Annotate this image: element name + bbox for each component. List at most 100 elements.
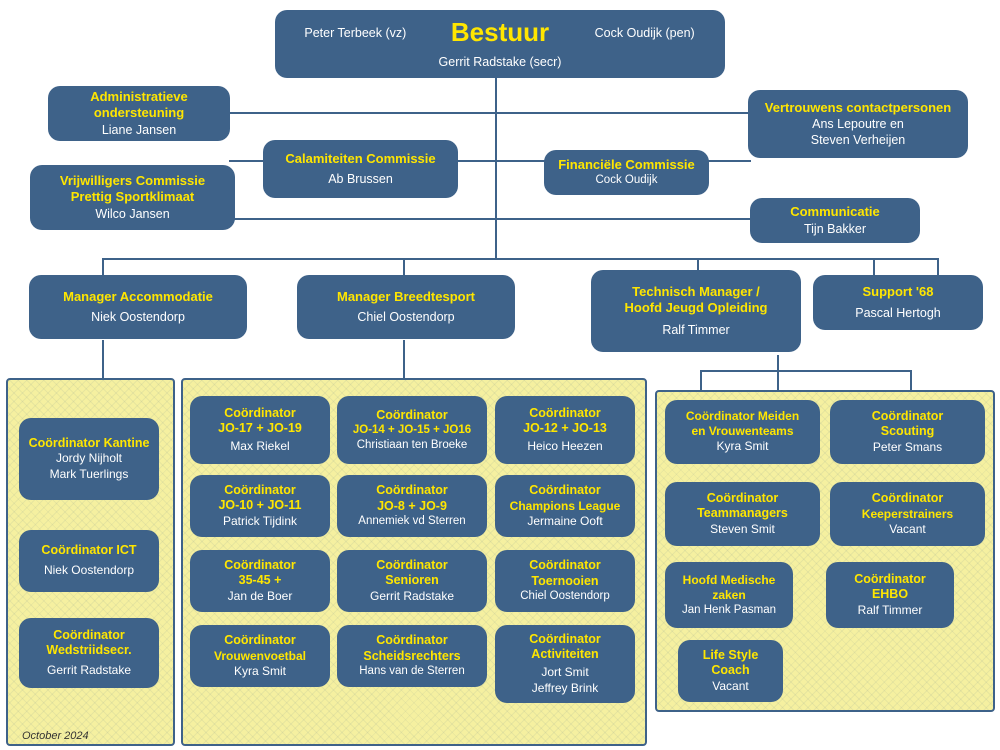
- p: Vacant: [712, 679, 748, 695]
- t2: JO-14 + JO-15 + JO16: [353, 423, 471, 437]
- p: Jan Henk Pasman: [682, 603, 776, 618]
- t2: 35-45 +: [239, 573, 282, 589]
- label: Calamiteiten Commissie: [285, 151, 435, 167]
- bestuur-left: Peter Terbeek (vz): [283, 25, 428, 41]
- t2: en Vrouwenteams: [691, 424, 793, 439]
- conn: [700, 370, 702, 390]
- conn: [700, 370, 912, 372]
- p1: Jort Smit: [541, 665, 588, 681]
- financiele: Financiële Commissie Cock Oudijk: [544, 150, 709, 195]
- coord-wedstr: Coördinator Wedstriidsecr. Gerrit Radsta…: [19, 618, 159, 688]
- conn: [873, 258, 875, 276]
- p1: Ans Lepoutre en: [812, 116, 904, 132]
- p: Kyra Smit: [234, 664, 286, 680]
- conn: [102, 258, 938, 260]
- t1: Coördinator: [854, 572, 926, 588]
- coord-scouting: Coördinator Scouting Peter Smans: [830, 400, 985, 464]
- t1: Coördinator: [529, 406, 601, 422]
- p: Steven Smit: [710, 522, 775, 538]
- l1: Technisch Manager /: [632, 284, 760, 300]
- admin-ondersteuning: Administratieve ondersteuning Liane Jans…: [48, 86, 230, 141]
- vrijwilligers: Vrijwilligers Commissie Prettig Sportkli…: [30, 165, 235, 230]
- vertrouwens: Vertrouwens contactpersonen Ans Lepoutre…: [748, 90, 968, 158]
- t1: Coördinator: [224, 558, 296, 574]
- label: Coördinator Wedstriidsecr.: [27, 628, 151, 659]
- hoofd-medische: Hoofd Medische zaken Jan Henk Pasman: [665, 562, 793, 628]
- p: Peter Smans: [873, 440, 942, 456]
- bestuur-box: Peter Terbeek (vz) Bestuur Cock Oudijk (…: [275, 10, 725, 78]
- label: Administratieve ondersteuning: [56, 89, 222, 122]
- t1: Coördinator: [224, 633, 296, 649]
- coord-meiden: Coördinator Meiden en Vrouwenteams Kyra …: [665, 400, 820, 464]
- bestuur-bottom: Gerrit Radstake (secr): [439, 54, 562, 70]
- label: Support '68: [863, 284, 934, 300]
- coord-jo10: Coördinator JO-10 + JO-11 Patrick Tijdin…: [190, 475, 330, 537]
- l1: Vrijwilligers Commissie: [60, 173, 205, 189]
- person: Wilco Jansen: [95, 206, 169, 222]
- t2: Keeperstrainers: [862, 507, 953, 522]
- conn: [937, 258, 939, 276]
- p: Jan de Boer: [228, 589, 293, 605]
- conn: [102, 340, 104, 380]
- mgr-breedtesport: Manager Breedtesport Chiel Oostendorp: [297, 275, 515, 339]
- t2: JO-12 + JO-13: [523, 421, 607, 437]
- t2: Scheidsrechters: [363, 649, 460, 665]
- coord-teammanagers: Coördinator Teammanagers Steven Smit: [665, 482, 820, 546]
- t2: JO-17 + JO-19: [218, 421, 302, 437]
- p: Ralf Timmer: [858, 603, 923, 619]
- person: Ralf Timmer: [662, 322, 729, 338]
- t1: Coördinator: [529, 632, 601, 648]
- conn: [495, 78, 497, 258]
- calamiteiten: Calamiteiten Commissie Ab Brussen: [263, 140, 458, 198]
- t2: Coach: [711, 663, 749, 679]
- coord-toernooien: Coördinator Toernooien Chiel Oostendorp: [495, 550, 635, 612]
- p: Gerrit Radstake: [370, 589, 454, 605]
- date-label: October 2024: [22, 730, 89, 742]
- coord-keepers: Coördinator Keeperstrainers Vacant: [830, 482, 985, 546]
- t2: Senioren: [385, 573, 439, 589]
- p: Kyra Smit: [716, 439, 768, 455]
- t2: EHBO: [872, 587, 908, 603]
- p2: Mark Tuerlings: [50, 467, 129, 483]
- support68: Support '68 Pascal Hertogh: [813, 275, 983, 330]
- t1: Coördinator Meiden: [686, 409, 799, 424]
- label: Communicatie: [790, 204, 880, 220]
- p1: Jordy Nijholt: [56, 451, 122, 467]
- conn: [102, 258, 104, 276]
- t1: Coördinator: [529, 558, 601, 574]
- communicatie: Communicatie Tijn Bakker: [750, 198, 920, 243]
- conn: [910, 370, 912, 390]
- p2: Jeffrey Brink: [532, 681, 598, 697]
- t2: Scouting: [881, 424, 934, 440]
- bestuur-right: Cock Oudijk (pen): [572, 25, 717, 41]
- mgr-accommodatie: Manager Accommodatie Niek Oostendorp: [29, 275, 247, 339]
- label: Manager Breedtesport: [337, 289, 475, 305]
- t1: Coördinator: [224, 406, 296, 422]
- coord-vrouwenvoetbal: Coördinator Vrouwenvoetbal Kyra Smit: [190, 625, 330, 687]
- person: Chiel Oostendorp: [357, 309, 454, 325]
- mgr-technisch: Technisch Manager / Hoofd Jeugd Opleidin…: [591, 270, 801, 352]
- lifestyle-coach: Life Style Coach Vacant: [678, 640, 783, 702]
- coord-kantine: Coördinator Kantine Jordy Nijholt Mark T…: [19, 418, 159, 500]
- t1: Coördinator: [872, 409, 944, 425]
- p: Patrick Tijdink: [223, 514, 297, 530]
- l2: Prettig Sportklimaat: [71, 189, 195, 205]
- p: Heico Heezen: [527, 439, 602, 455]
- person: Gerrit Radstake: [47, 663, 131, 679]
- bestuur-headline: Bestuur: [428, 17, 573, 48]
- l2: Hoofd Jeugd Opleiding: [625, 300, 768, 316]
- person: Pascal Hertogh: [855, 305, 940, 321]
- t1: Coördinator: [376, 483, 448, 499]
- t1: Coördinator: [376, 558, 448, 574]
- t1: Coördinator: [376, 633, 448, 649]
- coord-activiteiten: Coördinator Activiteiten Jort Smit Jeffr…: [495, 625, 635, 703]
- t1: Coördinator: [707, 491, 779, 507]
- person: Cock Oudijk: [596, 173, 658, 188]
- coord-ehbo: Coördinator EHBO Ralf Timmer: [826, 562, 954, 628]
- t2: zaken: [712, 588, 745, 603]
- t1: Coördinator: [872, 491, 944, 507]
- p: Hans van de Sterren: [359, 664, 464, 679]
- p: Max Riekel: [230, 439, 289, 455]
- t2: Teammanagers: [697, 506, 788, 522]
- coord-jo8: Coördinator JO-8 + JO-9 Annemiek vd Ster…: [337, 475, 487, 537]
